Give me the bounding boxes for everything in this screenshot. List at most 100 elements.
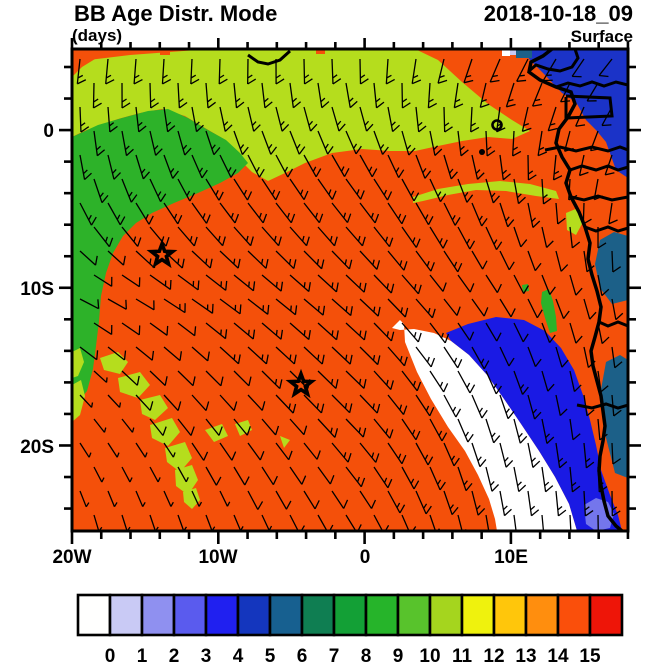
wind-barb (485, 130, 496, 157)
wind-barb (401, 274, 422, 295)
wind-barb (429, 370, 449, 393)
wind-barb (604, 154, 615, 176)
wind-barb (303, 106, 318, 132)
wind-barb (135, 490, 146, 507)
wind-barb (373, 322, 395, 342)
wind-barb (107, 250, 126, 266)
wind-barb (373, 370, 394, 390)
wind-barb (471, 346, 490, 370)
wind-barb (191, 106, 204, 133)
colorbar-label: 9 (393, 646, 404, 667)
wind-barb (499, 442, 514, 468)
wind-barb (471, 154, 485, 180)
wind-barb (219, 394, 238, 412)
wind-barb (261, 466, 278, 486)
wind-barb (583, 394, 595, 417)
wind-barb (485, 178, 500, 204)
units-label: (days) (72, 26, 123, 45)
x-tick-label: 10W (198, 547, 237, 568)
wind-barb (79, 490, 90, 508)
wind-barb (219, 298, 242, 315)
age-9-10-region-west (72, 109, 248, 408)
wind-barb (401, 322, 422, 343)
wind-barb (205, 178, 224, 201)
wind-barb (485, 418, 501, 444)
wind-barb (443, 250, 463, 273)
star-marker (285, 368, 317, 399)
wind-barb (569, 418, 581, 441)
wind-barb (429, 418, 448, 442)
wind-barb (345, 418, 367, 438)
wind-barb (93, 418, 107, 433)
wind-barb (527, 250, 542, 272)
wind-barb (163, 394, 182, 411)
wind-barb (527, 394, 542, 420)
wind-barb (547, 106, 558, 132)
wind-barb (275, 490, 292, 510)
wind-barb (359, 298, 381, 317)
colorbar-cell (268, 593, 304, 637)
wind-barb (261, 274, 284, 292)
wind-barb (583, 490, 594, 517)
wind-barb (331, 58, 342, 85)
wind-barb (121, 418, 135, 433)
wind-barb (177, 322, 197, 337)
wind-barb (303, 202, 324, 224)
wind-barb (582, 202, 592, 225)
colorbar-label: 13 (515, 646, 536, 667)
y-tick-label: 0 (43, 121, 54, 142)
wind-barb (569, 514, 580, 531)
wind-barb (457, 274, 475, 293)
wind-barb (191, 154, 208, 179)
wind-barb (611, 250, 622, 273)
wind-barb (205, 322, 228, 340)
page-title: BB Age Distr. Mode (74, 1, 278, 26)
wind-barb (163, 154, 179, 179)
wind-barb (569, 466, 581, 493)
wind-barb (569, 370, 582, 392)
wind-barb (317, 466, 335, 485)
wind-barb (345, 322, 367, 341)
wind-barb (218, 58, 228, 85)
colorbar-label: 5 (265, 646, 276, 667)
wind-barb (563, 130, 574, 152)
wind-barb (261, 178, 281, 201)
wind-barb (593, 178, 604, 201)
wind-barb (401, 370, 422, 392)
wind-barb (457, 226, 476, 250)
wind-barb (163, 490, 174, 507)
wind-barb (359, 490, 377, 509)
colorbar: 0 1 2 3 4 5 6 7 8 9 10 11 12 13 14 15 (76, 593, 624, 667)
wind-barb (79, 154, 92, 181)
wind-barb (303, 58, 313, 85)
wind-barb (233, 226, 254, 247)
wind-barb (317, 130, 334, 155)
wind-barb (275, 442, 293, 461)
wind-barb (79, 106, 90, 133)
axis-ticks (59, 38, 641, 544)
wind-barb (233, 274, 256, 292)
wind-barb (161, 58, 172, 85)
wind-barb (598, 58, 613, 78)
wind-barb (105, 58, 115, 85)
wind-barb (485, 226, 503, 251)
wind-barb (443, 298, 461, 316)
wind-barb (513, 322, 529, 343)
wind-barb (345, 274, 367, 293)
wind-barb (385, 58, 395, 85)
wind-barb (247, 490, 264, 510)
wind-barb (247, 394, 266, 411)
wind-barb (569, 226, 581, 249)
wind-barb (373, 418, 394, 439)
wind-barb (485, 322, 502, 342)
wind-barb (443, 442, 460, 467)
wind-barb (121, 370, 140, 386)
wind-barb (177, 82, 188, 109)
wind-barb (571, 58, 585, 78)
colorbar-cell (524, 593, 560, 637)
wind-barb (233, 82, 245, 109)
wind-barb (289, 178, 309, 201)
wind-barb (583, 250, 595, 273)
wind-barb (191, 298, 214, 314)
wind-barb (489, 58, 501, 83)
